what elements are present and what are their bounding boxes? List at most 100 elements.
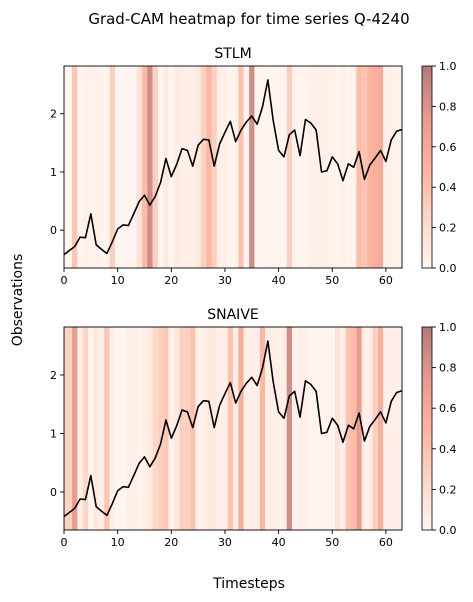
heat-cell bbox=[297, 327, 303, 530]
heat-cell bbox=[334, 66, 341, 268]
heat-cell bbox=[195, 327, 201, 530]
heat-cell bbox=[340, 66, 346, 268]
panel-snaive: 0 10 20 30 40 50 60 0 1 2 SNAIVE 0.0 0.2 0.4 0.6 0.8 1.0 bbox=[50, 307, 457, 549]
heat-cell bbox=[222, 327, 228, 530]
y-tick-label: 1 bbox=[50, 166, 57, 179]
heat-cell bbox=[184, 327, 191, 530]
heat-cell bbox=[211, 327, 217, 530]
heat-cell bbox=[152, 327, 158, 530]
heat-cell bbox=[222, 66, 228, 268]
x-tick-label: 0 bbox=[61, 274, 68, 287]
heat-cell bbox=[88, 66, 94, 268]
y-tick-label: 0 bbox=[50, 486, 57, 499]
heat-cell bbox=[292, 327, 298, 530]
heat-cell bbox=[88, 327, 94, 530]
heat-cell bbox=[227, 327, 233, 530]
heat-cell bbox=[286, 327, 293, 530]
panel-stlm: 0 10 20 30 40 50 60 0 1 2 STLM 0.0 0.2 0.4 0.6 0.8 1.0 bbox=[50, 46, 457, 287]
heat-cell bbox=[77, 66, 83, 268]
heat-cell bbox=[281, 327, 287, 530]
heat-cell bbox=[334, 327, 341, 530]
heat-cell bbox=[233, 66, 239, 268]
heat-cell bbox=[64, 327, 67, 530]
series-line bbox=[63, 79, 403, 256]
y-tick-label: 1 bbox=[50, 427, 57, 440]
heat-cell bbox=[377, 66, 384, 268]
heat-cell bbox=[152, 66, 158, 268]
heat-cell bbox=[345, 327, 352, 530]
heat-cell bbox=[324, 66, 330, 268]
heat-cell bbox=[120, 66, 126, 268]
heat-cell bbox=[275, 66, 282, 268]
heat-cell bbox=[329, 66, 335, 268]
heat-cell bbox=[286, 66, 293, 268]
heat-cell bbox=[206, 327, 212, 530]
heat-cell bbox=[308, 327, 314, 530]
heat-cell bbox=[190, 327, 196, 530]
heat-cell bbox=[77, 327, 83, 530]
plot-frame bbox=[63, 65, 403, 269]
heat-cell bbox=[168, 66, 174, 268]
heat-cell bbox=[265, 66, 271, 268]
heat-cell bbox=[243, 66, 250, 268]
heat-cell bbox=[259, 66, 266, 268]
heat-cell bbox=[125, 327, 132, 530]
heat-cell bbox=[98, 66, 105, 268]
heat-cell bbox=[281, 66, 287, 268]
heat-cell bbox=[345, 66, 352, 268]
heat-cell bbox=[168, 327, 174, 530]
heat-cell bbox=[200, 66, 207, 268]
heat-cell bbox=[179, 327, 185, 530]
panel-title: SNAIVE bbox=[207, 307, 259, 323]
heat-cell bbox=[93, 66, 99, 268]
heat-cell bbox=[125, 66, 132, 268]
heat-cell bbox=[200, 327, 207, 530]
heat-cell bbox=[249, 66, 255, 268]
heat-cell bbox=[109, 66, 115, 268]
heat-cell bbox=[356, 66, 362, 268]
heat-cell bbox=[292, 66, 298, 268]
heat-cell bbox=[243, 327, 250, 530]
heat-cell bbox=[120, 327, 126, 530]
heat-cell bbox=[216, 327, 223, 530]
heat-cell bbox=[147, 66, 153, 268]
heat-cell bbox=[66, 66, 73, 268]
heat-cell bbox=[372, 66, 378, 268]
colorbar-tick-label: 0.6 bbox=[439, 141, 457, 154]
heat-cell bbox=[82, 66, 89, 268]
y-tick-label: 2 bbox=[50, 108, 57, 121]
heat-cell bbox=[114, 327, 121, 530]
y-axis-label: Observations bbox=[10, 254, 26, 347]
heat-cell bbox=[340, 327, 346, 530]
colorbar-tick-label: 1.0 bbox=[439, 321, 457, 334]
heat-cell bbox=[136, 327, 142, 530]
heat-cell bbox=[136, 66, 142, 268]
heat-cell bbox=[104, 327, 110, 530]
series-line bbox=[63, 340, 403, 518]
heat-cell bbox=[190, 66, 196, 268]
heat-cell bbox=[388, 327, 394, 530]
x-tick-label: 10 bbox=[111, 274, 125, 287]
heat-cell bbox=[98, 327, 105, 530]
heat-cell bbox=[361, 327, 368, 530]
heat-cell bbox=[147, 327, 153, 530]
heat-cell bbox=[393, 327, 400, 530]
heat-cell bbox=[302, 327, 309, 530]
heat-cell bbox=[313, 327, 319, 530]
heat-cell bbox=[377, 327, 384, 530]
heat-cell bbox=[393, 66, 400, 268]
x-tick-label: 0 bbox=[61, 536, 68, 549]
heat-cell bbox=[227, 66, 233, 268]
x-axis-label: Timesteps bbox=[212, 576, 285, 592]
heat-cell bbox=[72, 66, 78, 268]
y-tick-label: 2 bbox=[50, 369, 57, 382]
heat-cell bbox=[233, 327, 239, 530]
heat-cell bbox=[72, 327, 78, 530]
heat-cell bbox=[157, 66, 164, 268]
heat-cell bbox=[163, 327, 169, 530]
heat-cell bbox=[399, 327, 402, 530]
heat-cell bbox=[297, 66, 303, 268]
colorbar-tick-label: 0.4 bbox=[439, 181, 457, 194]
heat-cell bbox=[259, 327, 266, 530]
heat-cell bbox=[206, 66, 212, 268]
